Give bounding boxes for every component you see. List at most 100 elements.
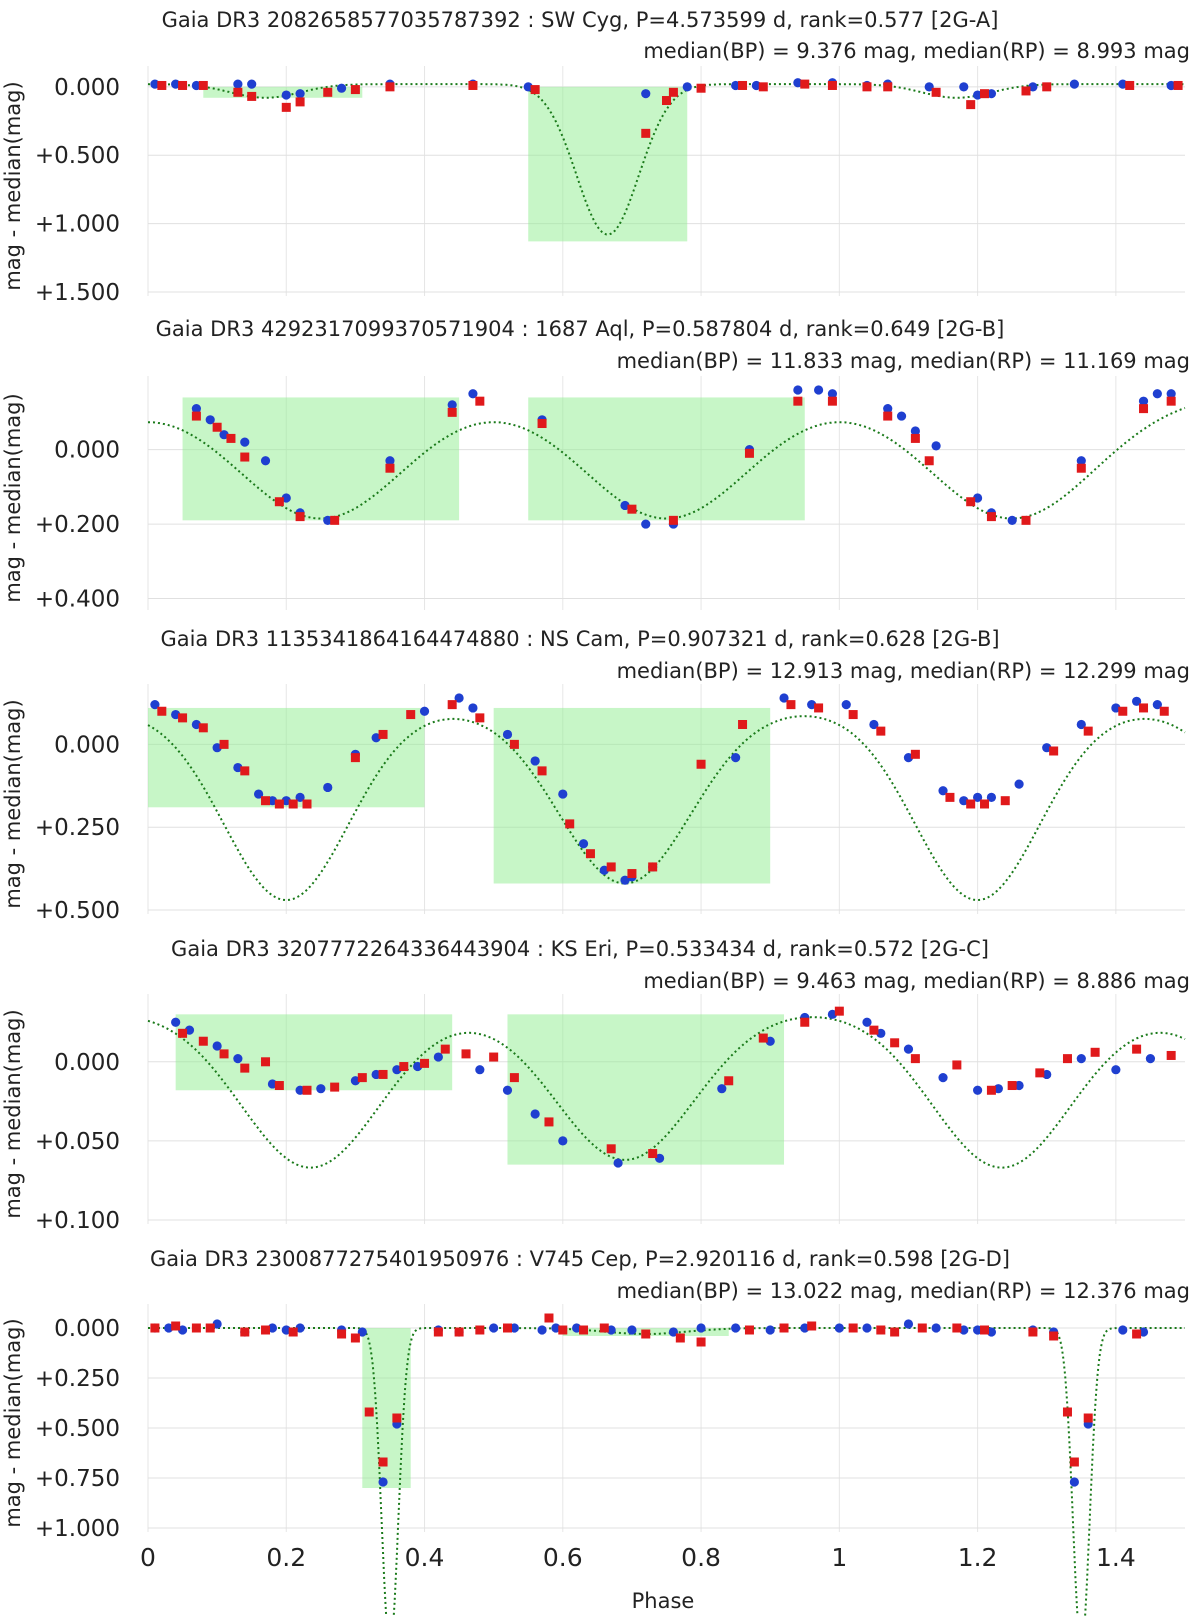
x-tick-label: 0.2	[266, 1543, 306, 1572]
rp-point	[247, 91, 257, 101]
rp-point	[240, 766, 250, 776]
rp-point	[1028, 1327, 1038, 1337]
rp-point	[800, 79, 810, 89]
rp-point	[924, 456, 934, 466]
bp-point	[903, 1319, 914, 1329]
bp-point	[793, 385, 803, 395]
bp-point	[986, 1327, 997, 1337]
rp-point	[385, 82, 395, 92]
y-tick-label: +1.500	[35, 280, 120, 306]
bp-point	[827, 1009, 838, 1019]
bp-point	[751, 80, 761, 91]
y-tick-label: +1.000	[35, 212, 120, 238]
rp-point	[240, 452, 250, 462]
x-tick-label: 0.8	[681, 1543, 721, 1572]
rp-point	[399, 1062, 409, 1072]
bp-point	[731, 1323, 741, 1333]
rp-point	[378, 1457, 388, 1467]
bp-point	[1111, 703, 1121, 713]
rp-point	[461, 1049, 471, 1059]
rp-point	[862, 82, 872, 92]
bp-point	[171, 79, 181, 89]
rp-point	[350, 753, 360, 763]
rp-point	[883, 411, 893, 421]
bp-point	[834, 1323, 844, 1333]
eclipse-window	[148, 707, 425, 808]
bp-point	[260, 456, 271, 466]
rp-point	[191, 411, 201, 421]
rp-point	[489, 1052, 499, 1062]
rp-point	[606, 1144, 616, 1154]
rp-point	[385, 463, 395, 473]
bp-point	[869, 719, 879, 730]
bp-point	[807, 700, 817, 710]
bp-point	[336, 83, 347, 93]
bp-point	[800, 1323, 810, 1333]
bp-point	[793, 78, 803, 88]
rp-point	[261, 1325, 271, 1335]
bp-point	[910, 426, 920, 436]
bp-point	[254, 789, 264, 799]
rp-point	[786, 700, 796, 710]
rp-point	[1132, 1044, 1142, 1054]
y-tick-label: 0.000	[54, 1316, 120, 1342]
model-curve	[148, 1327, 1185, 1616]
rp-point	[1132, 1329, 1142, 1339]
bp-point	[184, 1025, 195, 1035]
rp-point	[724, 1076, 734, 1086]
bp-point	[240, 437, 250, 447]
rp-point	[219, 1049, 229, 1059]
rp-point	[1035, 1068, 1045, 1078]
bp-point	[654, 1153, 665, 1163]
rp-point	[738, 720, 748, 729]
rp-point	[558, 1325, 568, 1335]
bp-point	[385, 456, 395, 466]
rp-point	[1118, 706, 1128, 716]
rp-point	[337, 1329, 347, 1339]
rp-point	[952, 1323, 962, 1333]
rp-point	[696, 1337, 706, 1347]
rp-point	[848, 1323, 858, 1333]
rp-point	[1042, 82, 1052, 92]
rp-point	[544, 1313, 554, 1323]
model-curve	[147, 1016, 1186, 1169]
rp-point	[876, 726, 886, 736]
panel-subtitle: median(BP) = 12.913 mag, median(RP) = 12…	[617, 659, 1190, 683]
bp-point	[1111, 1065, 1121, 1075]
rp-point	[834, 1006, 844, 1016]
y-axis-label: mag - median(mag)	[1, 699, 25, 908]
y-axis-label: mag - median(mag)	[1, 81, 25, 290]
rp-point	[848, 710, 858, 720]
rp-point	[454, 1327, 464, 1337]
bp-point	[171, 709, 181, 720]
bp-point	[1166, 389, 1176, 399]
panel-title: Gaia DR3 4292317099370571904 : 1687 Aql,…	[156, 317, 1005, 341]
rp-point	[980, 89, 990, 99]
bp-point	[813, 385, 824, 395]
bp-point	[558, 789, 568, 799]
rp-point	[330, 1082, 340, 1092]
bp-point	[620, 500, 630, 511]
bp-point	[1145, 1054, 1156, 1064]
rp-point	[662, 96, 671, 106]
rp-point	[392, 1413, 402, 1423]
bp-point	[281, 90, 291, 100]
rp-point	[966, 100, 976, 110]
bp-point	[613, 1158, 623, 1168]
bp-point	[281, 796, 291, 806]
bp-point	[489, 1323, 499, 1333]
x-axis-label: Phase	[632, 1589, 695, 1613]
bp-point	[1014, 1080, 1024, 1091]
rp-point	[502, 1323, 512, 1333]
bp-point	[765, 1325, 775, 1335]
rp-point	[205, 1323, 215, 1333]
bp-point	[502, 1085, 513, 1095]
rp-point	[793, 396, 803, 406]
rp-point	[738, 80, 748, 90]
panel-subtitle: median(BP) = 11.833 mag, median(RP) = 11…	[617, 349, 1190, 373]
y-tick-label: +0.250	[35, 1366, 120, 1392]
rp-point	[1021, 86, 1031, 96]
rp-point	[1139, 404, 1149, 414]
bp-point	[523, 82, 533, 92]
rp-point	[1166, 1050, 1176, 1060]
